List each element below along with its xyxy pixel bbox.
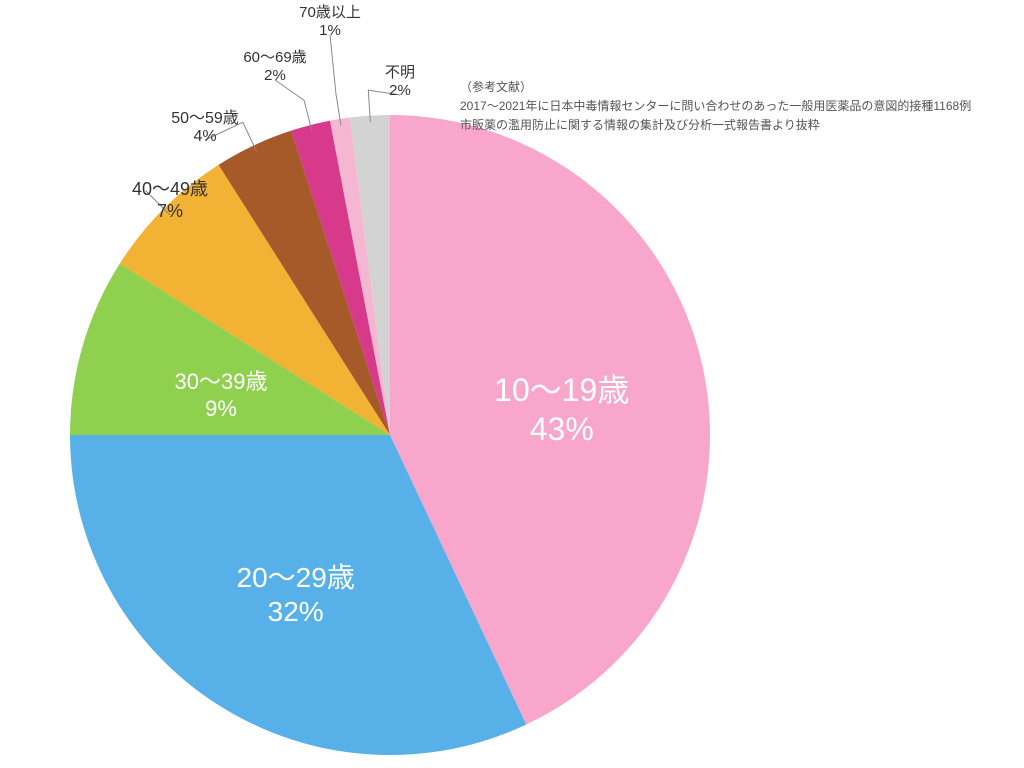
slice-label-pct: 7% (100, 201, 240, 222)
slice-label-age70p: 70歳以上1% (260, 1, 400, 39)
slice-label-text: 不明 (330, 61, 470, 82)
slice-label-pct: 32% (196, 596, 396, 628)
slice-label-age30_39: 30〜39歳9% (121, 364, 321, 422)
slice-label-pct: 9% (121, 396, 321, 422)
slice-label-pct: 2% (205, 67, 345, 84)
slice-label-pct: 2% (330, 82, 470, 99)
slice-label-pct: 4% (135, 128, 275, 146)
slice-label-age10_19: 10〜19歳43% (462, 365, 662, 448)
slice-label-pct: 1% (260, 22, 400, 39)
slice-label-text: 50〜59歳 (135, 104, 275, 128)
slice-label-text: 40〜49歳 (100, 175, 240, 201)
slice-label-text: 10〜19歳 (462, 365, 662, 411)
citation-line1: 2017〜2021年に日本中毒情報センターに問い合わせのあった一般用医薬品の意図… (460, 97, 971, 116)
pie-chart-container: （参考文献） 2017〜2021年に日本中毒情報センターに問い合わせのあった一般… (0, 0, 1024, 768)
slice-label-age50_59: 50〜59歳4% (135, 104, 275, 146)
slice-label-text: 60〜69歳 (205, 46, 345, 67)
slice-label-text: 30〜39歳 (121, 364, 321, 396)
citation-header: （参考文献） (460, 78, 971, 97)
slice-label-text: 70歳以上 (260, 1, 400, 22)
slice-label-pct: 43% (462, 411, 662, 448)
slice-label-age20_29: 20〜29歳32% (196, 556, 396, 628)
slice-label-age40_49: 40〜49歳7% (100, 175, 240, 222)
citation-block: （参考文献） 2017〜2021年に日本中毒情報センターに問い合わせのあった一般… (460, 78, 971, 136)
slice-label-age60_69: 60〜69歳2% (205, 46, 345, 84)
slice-label-unknown: 不明2% (330, 61, 470, 99)
leader-line-age60_69 (275, 80, 312, 131)
citation-line2: 市販薬の濫用防止に関する情報の集計及び分析一式報告書より抜粋 (460, 116, 971, 135)
slice-label-text: 20〜29歳 (196, 556, 396, 596)
